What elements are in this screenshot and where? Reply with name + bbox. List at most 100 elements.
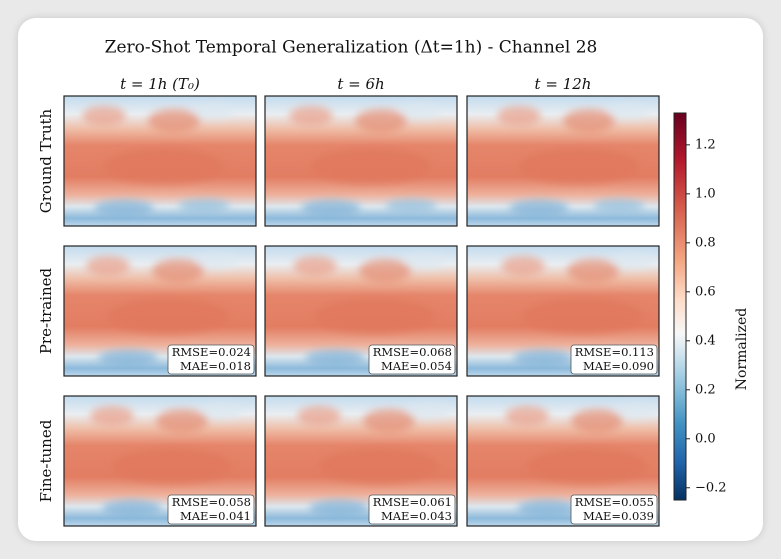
colorbar-tick-label: 0.2 xyxy=(695,382,716,397)
metric-text: MAE=0.041 xyxy=(180,509,251,523)
texture-blob xyxy=(202,403,242,419)
column-title: t = 12h xyxy=(535,75,592,93)
colorbar-label: Normalized xyxy=(734,308,750,391)
texture-blob xyxy=(309,500,369,516)
panel-frame xyxy=(264,395,458,527)
colorbar-tick-label: 1.2 xyxy=(695,137,716,152)
metric-text: RMSE=0.024 xyxy=(172,345,251,359)
colorbar-tick-label: 0.0 xyxy=(695,431,716,446)
texture-blob xyxy=(505,406,549,426)
metric-box xyxy=(167,344,255,375)
row-label: Pre-trained xyxy=(37,267,55,354)
texture-blob xyxy=(301,200,361,216)
texture-blob xyxy=(501,256,545,276)
metric-text: RMSE=0.058 xyxy=(172,495,251,509)
texture-blob xyxy=(359,259,411,283)
column-title: t = 6h xyxy=(337,75,384,93)
column-title: t = 1h (T₀) xyxy=(120,75,200,93)
colorbar-tick-label: 0.4 xyxy=(695,333,716,348)
texture-blob xyxy=(319,448,439,484)
texture-blob xyxy=(527,448,647,484)
texture-blob xyxy=(315,298,435,334)
field-texture xyxy=(505,403,657,516)
metric-text: MAE=0.039 xyxy=(583,509,654,523)
texture-blob xyxy=(194,103,234,119)
texture-blob xyxy=(563,109,615,133)
texture-blob xyxy=(289,106,333,126)
metric-box xyxy=(368,494,456,525)
texture-blob xyxy=(363,409,415,433)
texture-blob xyxy=(571,409,623,433)
panel-frame xyxy=(466,245,660,377)
field-texture xyxy=(82,103,234,216)
texture-blob xyxy=(102,500,162,516)
texture-blob xyxy=(519,148,639,184)
texture-blob xyxy=(108,298,228,334)
texture-blob xyxy=(297,406,341,426)
texture-blob xyxy=(513,350,573,366)
heatmap-panel xyxy=(265,96,457,226)
colorbar-tick-label: 0.8 xyxy=(695,235,716,250)
metric-text: MAE=0.090 xyxy=(583,359,654,373)
row-label: Fine-tuned xyxy=(37,419,55,502)
panel-frame xyxy=(466,395,660,527)
texture-blob xyxy=(98,350,158,366)
metric-box xyxy=(368,344,456,375)
texture-blob xyxy=(82,106,126,126)
texture-blob xyxy=(311,148,431,184)
field-texture xyxy=(497,103,649,216)
texture-blob xyxy=(293,256,337,276)
row-label: Ground Truth xyxy=(37,108,55,213)
texture-blob xyxy=(497,106,541,126)
texture-blob xyxy=(305,350,365,366)
field-texture xyxy=(293,253,445,366)
heatmap-panel xyxy=(64,96,256,226)
metric-text: MAE=0.043 xyxy=(381,509,452,523)
texture-blob xyxy=(613,253,653,269)
texture-blob xyxy=(355,109,407,133)
panel-frame xyxy=(63,95,257,227)
colorbar-tick-label: 1.0 xyxy=(695,186,716,201)
chart-title: Zero-Shot Temporal Generalization (Δt=1h… xyxy=(105,38,598,58)
texture-blob xyxy=(112,448,232,484)
panel-frame xyxy=(264,245,458,377)
texture-blob xyxy=(148,109,200,133)
texture-blob xyxy=(90,406,134,426)
heatmap-panel xyxy=(467,246,659,376)
colorbar-tick-label: −0.2 xyxy=(695,480,727,495)
texture-blob xyxy=(178,199,230,213)
texture-blob xyxy=(567,259,619,283)
texture-blob xyxy=(94,200,154,216)
panel-frame xyxy=(63,245,257,377)
metric-text: RMSE=0.061 xyxy=(373,495,452,509)
metric-text: RMSE=0.068 xyxy=(373,345,452,359)
texture-blob xyxy=(156,409,208,433)
texture-blob xyxy=(409,403,449,419)
texture-blob xyxy=(401,103,441,119)
texture-blob xyxy=(104,148,224,184)
metric-text: MAE=0.054 xyxy=(381,359,452,373)
panel-frame xyxy=(63,395,257,527)
metric-text: RMSE=0.055 xyxy=(575,495,654,509)
metric-box xyxy=(570,494,658,525)
heatmap-panel xyxy=(467,96,659,226)
texture-blob xyxy=(509,200,569,216)
texture-blob xyxy=(385,199,437,213)
panel-frame xyxy=(264,95,458,227)
metric-text: MAE=0.018 xyxy=(180,359,251,373)
metric-text: RMSE=0.113 xyxy=(575,345,654,359)
texture-blob xyxy=(86,256,130,276)
metric-box xyxy=(167,494,255,525)
texture-blob xyxy=(517,500,577,516)
metric-box xyxy=(570,344,658,375)
texture-blob xyxy=(405,253,445,269)
texture-blob xyxy=(198,253,238,269)
colorbar-tick-label: 0.6 xyxy=(695,284,716,299)
texture-blob xyxy=(617,403,657,419)
texture-blob xyxy=(523,298,643,334)
field-texture xyxy=(289,103,441,216)
panel-frame xyxy=(466,95,660,227)
texture-blob xyxy=(593,199,645,213)
texture-blob xyxy=(609,103,649,119)
